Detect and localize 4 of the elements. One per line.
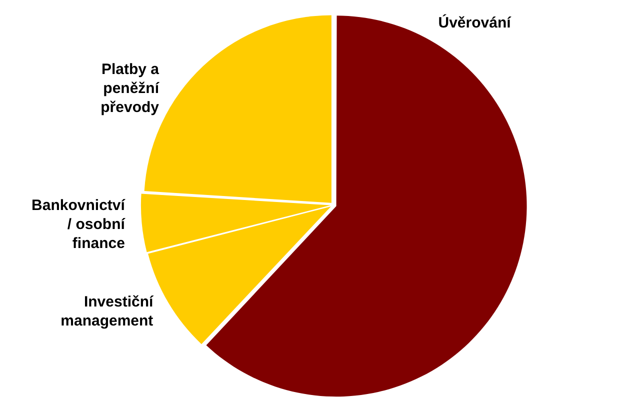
slice-label: Investiční management [60,293,154,330]
slice-label: Platby a peněžní převody [100,61,160,116]
slice-label: Bankovnictví / osobní finance [32,196,126,252]
slice-label: Úvěrování [438,14,512,32]
